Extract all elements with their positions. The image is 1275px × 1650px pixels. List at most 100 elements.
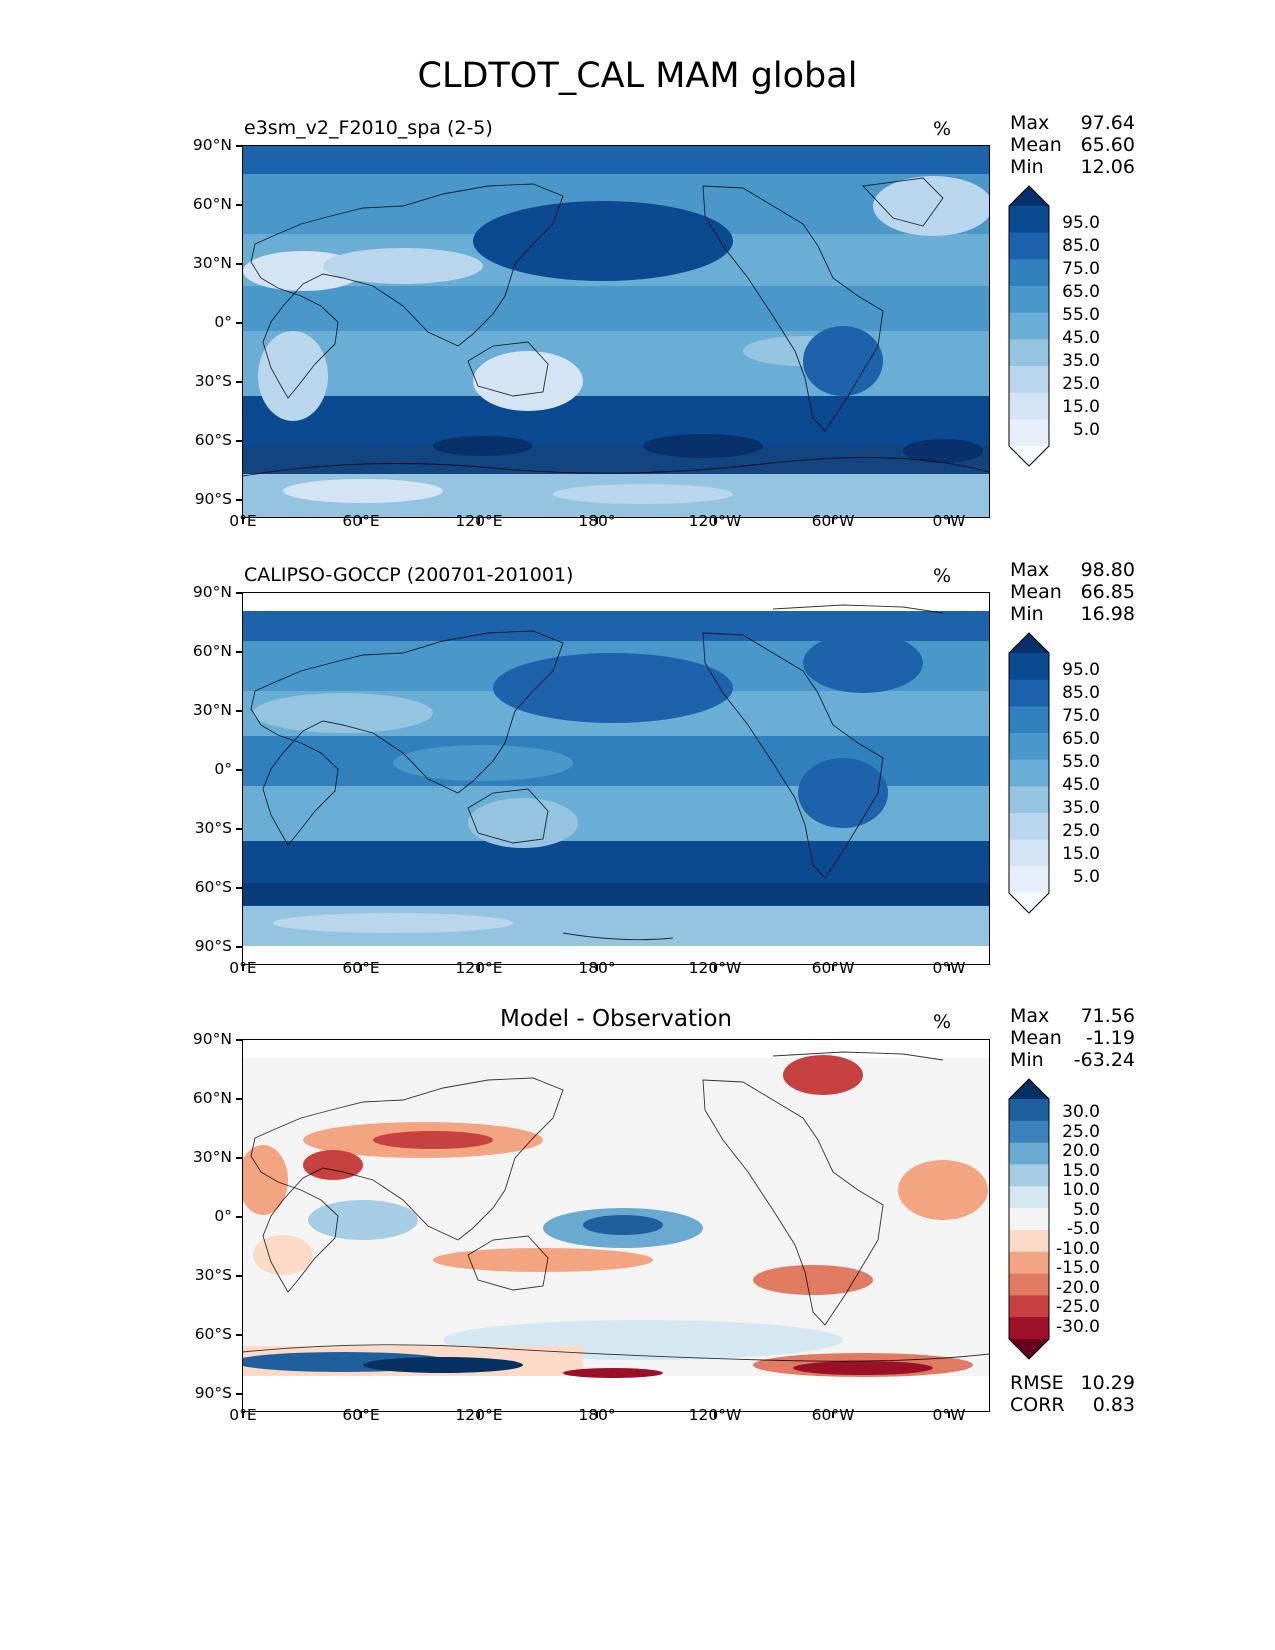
colorbar-label: 55.0: [1062, 305, 1100, 325]
p3-ytick-mark: [236, 1157, 242, 1159]
p3-xtick-mark: [948, 1412, 950, 1418]
panel-3-units: %: [933, 1011, 952, 1033]
colorbar-extend-max: [1009, 186, 1049, 206]
colorbar-segment: [1009, 786, 1049, 814]
stat-label: Max: [1010, 112, 1050, 134]
colorbar-segment: [1009, 706, 1049, 734]
panel-1-map[interactable]: [242, 145, 990, 518]
stat-label: Mean: [1010, 581, 1062, 603]
p3-xtick-label: 120°W: [688, 1406, 742, 1424]
colorbar-label: 65.0: [1062, 282, 1100, 302]
colorbar-segment: [1009, 1099, 1049, 1122]
p2-ytick-mark: [236, 946, 242, 948]
stat-value: 66.85: [1080, 581, 1135, 603]
colorbar-label: 25.0: [1062, 374, 1100, 394]
colorbar-segment: [1009, 1120, 1049, 1144]
figure-title: CLDTOT_CAL MAM global: [417, 56, 858, 96]
colorbar-segment: [1009, 653, 1049, 681]
colorbar-segment: [1009, 866, 1049, 894]
p1-ytick-label: 60°S: [194, 431, 232, 449]
colorbar-label: 55.0: [1062, 752, 1100, 772]
p3-xtick-mark: [360, 1412, 362, 1418]
p1-ytick-label: 90°S: [194, 490, 232, 508]
metric-value: 0.83: [1092, 1394, 1135, 1416]
colorbar-label: 85.0: [1062, 236, 1100, 256]
panel-2-title: CALIPSO-GOCCP (200701-201001): [244, 564, 574, 586]
panel-1-title: e3sm_v2_F2010_spa (2-5): [244, 117, 493, 139]
colorbar-label: 5.0: [1072, 420, 1100, 440]
p3-xtick-label: 120°E: [455, 1406, 503, 1424]
colorbar-label: 25.0: [1062, 821, 1100, 841]
metric-label: RMSE: [1010, 1372, 1064, 1394]
p1-xtick-mark: [948, 518, 950, 524]
colorbar-label: -5.0: [1066, 1219, 1100, 1239]
colorbar-label: -20.0: [1056, 1277, 1100, 1298]
panel-1-coastlines: [243, 177, 989, 477]
colorbar-label: 35.0: [1062, 351, 1100, 371]
colorbar-segment: [1009, 1164, 1049, 1187]
p2-ytick-label: 30°S: [194, 819, 232, 837]
stat-label: Min: [1010, 603, 1044, 625]
p1-xtick-mark: [596, 518, 598, 524]
p2-ytick-mark: [236, 828, 242, 830]
colorbar-label: 85.0: [1062, 683, 1100, 703]
colorbar-segment: [1009, 206, 1049, 234]
p3-ytick-mark: [236, 1275, 242, 1277]
stat-value: 71.56: [1080, 1005, 1135, 1027]
p2-xtick-mark: [360, 965, 362, 971]
p1-xtick-label: 120°W: [688, 512, 742, 530]
p3-ytick-label: 30°S: [194, 1266, 232, 1284]
p1-ytick-mark: [236, 381, 242, 383]
panel-3-map[interactable]: [242, 1039, 990, 1412]
p2-xtick-mark: [948, 965, 950, 971]
panel-3-colorbar-graphic: [1008, 1078, 1050, 1360]
p1-ytick-mark: [236, 322, 242, 324]
colorbar-label: -10.0: [1056, 1238, 1100, 1259]
panel-2-units: %: [933, 565, 952, 587]
p1-ytick-label: 30°S: [194, 372, 232, 390]
p3-xtick-label: 0°E: [229, 1406, 257, 1424]
p3-ytick-mark: [236, 1216, 242, 1218]
colorbar-segment: [1009, 339, 1049, 367]
panel-3-coastlines: [243, 1051, 989, 1362]
colorbar-segment: [1009, 1317, 1049, 1340]
stat-label: Min: [1010, 1049, 1044, 1071]
panel-1-colorbar-graphic: [1008, 185, 1050, 467]
colorbar-label: 15.0: [1062, 844, 1100, 864]
stat-value: 65.60: [1080, 134, 1135, 156]
stat-value: -63.24: [1073, 1049, 1135, 1071]
panel-1-colorbar: [1008, 185, 1050, 467]
colorbar-segment: [1009, 1142, 1049, 1165]
p1-ytick-mark: [236, 263, 242, 265]
colorbar-segment: [1009, 1251, 1049, 1275]
colorbar-outline: [1008, 632, 1050, 914]
p3-xtick-label: 0°W: [932, 1406, 966, 1424]
p2-xtick-label: 180°: [578, 959, 616, 977]
p2-xtick-label: 120°W: [688, 959, 742, 977]
p2-xtick-label: 0°W: [932, 959, 966, 977]
colorbar-segment: [1009, 366, 1049, 394]
colorbar-label: 45.0: [1062, 328, 1100, 348]
p1-xtick-label: 0°E: [229, 512, 257, 530]
p1-xtick-label: 0°W: [932, 512, 966, 530]
p1-ytick-label: 60°N: [192, 195, 232, 213]
stat-label: Max: [1010, 1005, 1050, 1027]
colorbar-segment: [1009, 419, 1049, 447]
stat-value: 98.80: [1080, 559, 1135, 581]
p1-xtick-mark: [714, 518, 716, 524]
p2-ytick-label: 60°N: [192, 642, 232, 660]
panel-1-field: [243, 146, 989, 517]
p3-ytick-label: 0°: [214, 1207, 232, 1225]
p3-ytick-mark: [236, 1039, 242, 1041]
p1-xtick-mark: [242, 518, 244, 524]
stat-label: Mean: [1010, 134, 1062, 156]
colorbar-label: -15.0: [1056, 1258, 1100, 1278]
colorbar-label: -30.0: [1056, 1316, 1100, 1337]
p2-xtick-label: 60°W: [811, 959, 855, 977]
p3-xtick-label: 60°W: [811, 1406, 855, 1424]
panel-3-title: Model - Observation: [499, 1006, 733, 1032]
p2-xtick-label: 0°E: [229, 959, 257, 977]
stat-value: 16.98: [1080, 603, 1135, 625]
colorbar-segment: [1009, 813, 1049, 841]
panel-2-map[interactable]: [242, 592, 990, 965]
